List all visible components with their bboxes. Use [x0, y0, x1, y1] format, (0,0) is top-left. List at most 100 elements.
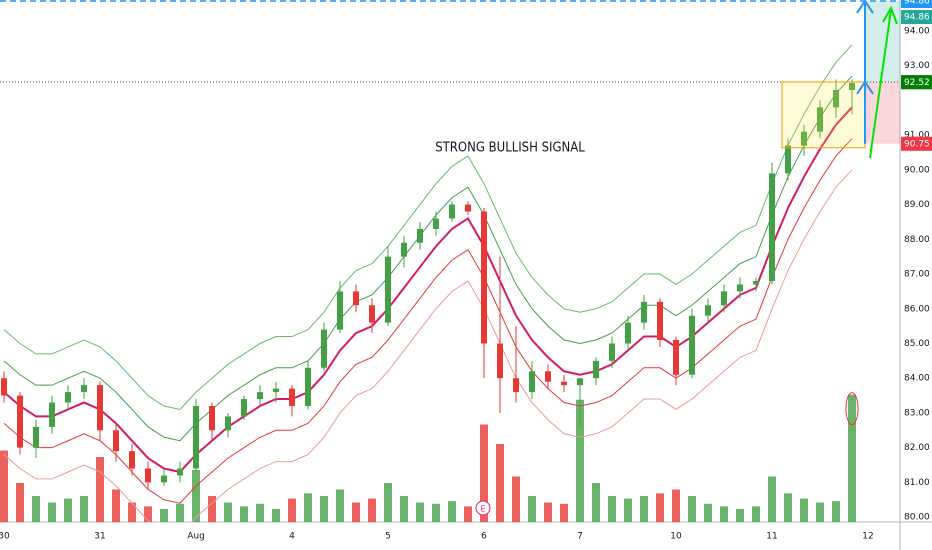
- candle-body: [81, 385, 87, 393]
- candle-body: [177, 468, 183, 476]
- volume-bar: [384, 483, 392, 522]
- candle-body: [97, 385, 103, 431]
- y-tick-label: 86.00: [904, 304, 930, 314]
- volume-bar: [432, 503, 440, 522]
- volume-bar: [832, 501, 840, 522]
- volume-bar: [224, 502, 232, 522]
- candle-body: [769, 173, 775, 281]
- volume-bar: [608, 496, 616, 522]
- y-tick-label: 81.00: [904, 478, 930, 488]
- candle-body: [209, 406, 215, 431]
- volume-bar: [496, 444, 504, 522]
- volume-bar: [816, 502, 824, 522]
- volume-bar: [256, 503, 264, 522]
- candle-body: [65, 392, 71, 403]
- volume-bar: [352, 502, 360, 522]
- candle-body: [337, 291, 343, 330]
- y-tick-label: 88.00: [904, 235, 930, 245]
- volume-bar: [288, 498, 296, 522]
- volume-bar: [544, 502, 552, 522]
- earnings-badge: [475, 500, 491, 516]
- candle-body: [481, 211, 487, 344]
- volume-bar: [192, 470, 200, 522]
- band-line: [3, 169, 853, 522]
- candle-body: [17, 395, 23, 448]
- candle-body: [225, 416, 231, 431]
- candle-body: [641, 301, 647, 323]
- volume-bar: [672, 489, 680, 522]
- y-tick-label: 85.00: [904, 339, 930, 349]
- candle-body: [129, 451, 135, 469]
- volume-bar: [624, 498, 632, 522]
- y-tick-label: 80.00: [904, 513, 930, 523]
- volume-bar: [368, 498, 376, 522]
- x-tick-label: 5: [385, 532, 391, 542]
- volume-bar: [448, 501, 456, 522]
- volume-bar: [480, 424, 488, 522]
- overlays: E: [0, 0, 900, 516]
- y-tick-label: 94.00: [904, 26, 930, 36]
- volume-bar: [64, 498, 72, 522]
- candle-body: [161, 475, 167, 483]
- candle-body: [801, 131, 807, 146]
- candle-body: [33, 426, 39, 448]
- candle-body: [401, 242, 407, 257]
- x-tick-label: 6: [481, 532, 487, 542]
- candle-body: [353, 291, 359, 306]
- candle-body: [577, 378, 583, 386]
- volume-bar: [336, 489, 344, 522]
- price-label: 94.86: [904, 13, 930, 23]
- y-tick-label: 87.00: [904, 270, 930, 280]
- candle-body: [689, 315, 695, 375]
- y-tick-label: 91.00: [904, 131, 930, 141]
- x-tick-label: 10: [670, 532, 682, 542]
- x-tick-label: 30: [0, 532, 10, 542]
- band-line: [3, 106, 853, 474]
- y-tick-label: 82.00: [904, 443, 930, 453]
- volume-bar: [848, 394, 856, 522]
- candle-body: [673, 340, 679, 375]
- pattern-box: [781, 81, 866, 149]
- volume-highlight: [845, 392, 859, 426]
- x-tick-label: 31: [94, 532, 105, 542]
- candle-body: [49, 402, 55, 427]
- band-line: [3, 75, 853, 442]
- volume-bar: [768, 476, 776, 522]
- volume-bar: [464, 506, 472, 522]
- volume-bar: [512, 476, 520, 522]
- volume-bar: [784, 493, 792, 522]
- candle-body: [657, 301, 663, 341]
- volume-bar: [592, 483, 600, 522]
- candle-body: [497, 343, 503, 379]
- volume-bar: [240, 506, 248, 522]
- candle-body: [753, 280, 759, 285]
- volume-bar: [144, 506, 152, 522]
- candle-body: [721, 291, 727, 306]
- annotation: STRONG BULLISH SIGNAL: [435, 141, 585, 156]
- candle-body: [369, 305, 375, 323]
- band-line: [3, 44, 853, 411]
- candle-body: [273, 388, 279, 393]
- volume: [0, 394, 856, 522]
- volume-bar: [176, 503, 184, 522]
- volume-bar: [48, 502, 56, 522]
- candle-body: [145, 468, 151, 483]
- candle-body: [433, 218, 439, 229]
- candle-body: [1, 378, 7, 396]
- volume-bar: [576, 399, 584, 522]
- band-line: [3, 138, 853, 504]
- volume-bar: [112, 489, 120, 522]
- y-tick-label: 90.00: [904, 165, 930, 175]
- volume-bar: [720, 506, 728, 522]
- y-tick-label: 93.00: [904, 61, 930, 71]
- volume-bar: [16, 483, 24, 522]
- y-tick-label: 84.00: [904, 374, 930, 384]
- y-tick-label: 89.00: [904, 200, 930, 210]
- candle-body: [113, 430, 119, 452]
- volume-bar: [160, 509, 168, 522]
- price-axis: [900, 0, 932, 550]
- earnings-label: E: [480, 505, 485, 514]
- x-tick-label: Aug: [187, 532, 205, 542]
